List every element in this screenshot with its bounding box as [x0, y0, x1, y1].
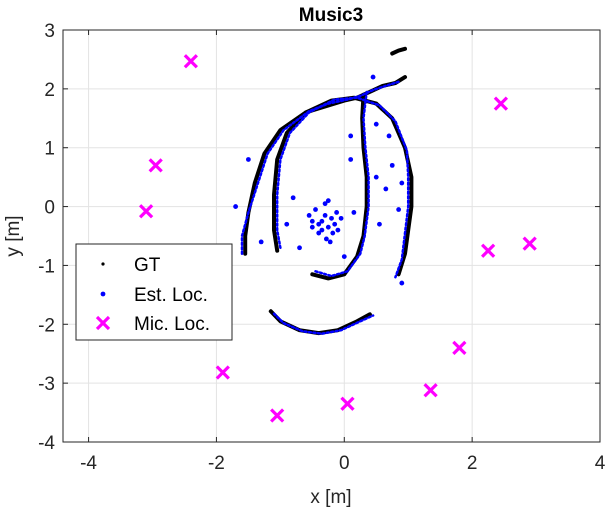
est-point [306, 213, 312, 218]
est-point [309, 218, 315, 224]
est-point [386, 133, 392, 139]
x-tick-label: 4 [595, 453, 606, 474]
est-point [258, 239, 264, 245]
legend-mic-marker [95, 315, 111, 331]
axis-ticks: -4 -2 0 2 4 -4 -3 -2 -1 0 1 2 3 [38, 21, 606, 474]
gt-trajectory [390, 46, 407, 56]
mic-marker [493, 96, 509, 111]
est-point [330, 230, 336, 236]
est-point [322, 201, 328, 207]
est-point [348, 157, 354, 162]
est-point [383, 186, 389, 192]
est-trajectory [272, 312, 375, 335]
legend-gt-marker [101, 262, 105, 266]
est-trajectory [314, 90, 370, 278]
plot-area [62, 29, 601, 443]
est-point [290, 195, 296, 201]
est-point [370, 74, 376, 80]
est-point [316, 221, 322, 227]
mic-marker [215, 365, 230, 380]
y-tick-label: -2 [38, 315, 55, 336]
est-point [373, 174, 379, 180]
est-point [284, 221, 290, 227]
mic-marker [423, 383, 438, 398]
x-tick-label: 0 [339, 453, 350, 474]
est-point [373, 121, 379, 127]
est-point [325, 224, 331, 230]
est-point [334, 210, 340, 215]
y-tick-label: -4 [38, 433, 55, 454]
est-point [351, 210, 357, 215]
est-point [297, 245, 302, 251]
mic-marker [148, 158, 163, 173]
est-point [316, 230, 322, 236]
est-point [323, 236, 329, 242]
x-tick-label: -4 [80, 453, 97, 474]
est-point [399, 180, 405, 186]
mic-marker [138, 204, 154, 219]
y-tick-label: 1 [44, 139, 55, 160]
legend-est-marker [100, 291, 106, 297]
y-axis-label: y [m] [3, 215, 24, 256]
chart-title: Music3 [299, 5, 363, 26]
gt-trajectory [310, 92, 369, 281]
est-point [233, 204, 239, 209]
est-point [319, 227, 325, 233]
est-point [319, 218, 325, 224]
est-point [327, 239, 333, 245]
legend-est-label: Est. Loc. [134, 285, 208, 306]
mic-marker [452, 340, 467, 355]
x-tick-label: 2 [467, 453, 478, 474]
est-point [389, 162, 395, 168]
data-marks [138, 46, 537, 423]
est-point [341, 254, 347, 259]
mic-marker [480, 243, 496, 258]
est-trajectory [275, 96, 410, 279]
mic-marker [183, 54, 198, 69]
est-point [329, 215, 334, 221]
x-tick-label: -2 [208, 453, 225, 474]
mic-marker [340, 396, 355, 411]
est-point [338, 215, 344, 221]
legend: GT Est. Loc. Mic. Loc. [75, 243, 233, 341]
est-point [348, 133, 354, 139]
est-point [399, 280, 405, 286]
est-point [313, 207, 318, 212]
est-point [377, 221, 382, 227]
y-tick-label: 0 [44, 198, 55, 219]
est-point [396, 207, 402, 212]
y-tick-label: 3 [44, 21, 55, 42]
est-point [322, 213, 328, 218]
y-tick-label: -1 [38, 256, 55, 277]
mic-marker [522, 236, 537, 251]
est-point [245, 157, 251, 162]
y-tick-label: -3 [38, 374, 55, 395]
x-axis-label: x [m] [310, 487, 351, 508]
est-point [309, 224, 315, 230]
est-point [335, 227, 341, 233]
mic-marker [270, 408, 285, 423]
legend-mic-label: Mic. Loc. [134, 314, 210, 335]
legend-gt-label: GT [134, 255, 161, 276]
est-point [325, 198, 331, 204]
y-tick-label: 2 [44, 80, 55, 101]
est-point [332, 221, 338, 227]
